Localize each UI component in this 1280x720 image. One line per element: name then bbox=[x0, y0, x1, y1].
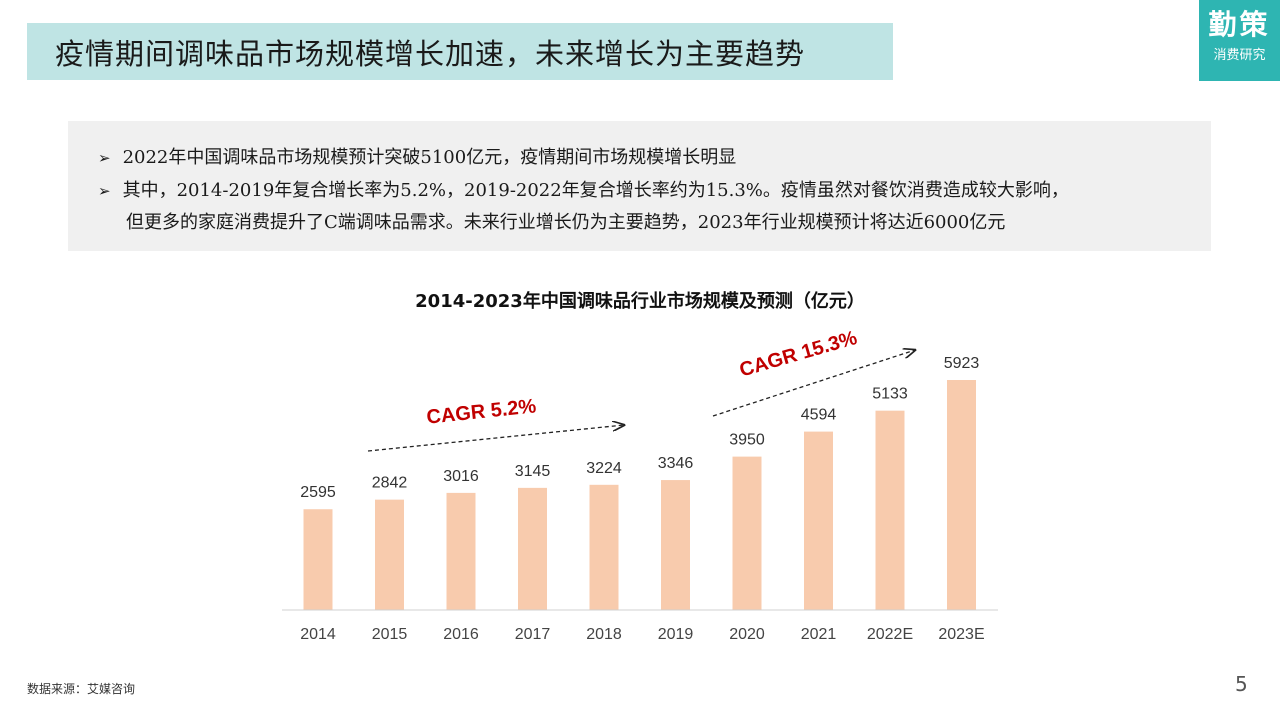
bullet-text: 其中，2014-2019年复合增长率为5.2%，2019-2022年复合增长率约… bbox=[122, 180, 1069, 201]
tick-label-2023E: 2023E bbox=[938, 626, 984, 643]
tick-label-2019: 2019 bbox=[658, 626, 694, 643]
bar-2022E bbox=[875, 410, 905, 610]
arrow-bullet-icon: ➢ bbox=[98, 182, 111, 200]
data-label-2017: 3145 bbox=[515, 463, 551, 480]
page-number: 5 bbox=[1235, 672, 1248, 696]
tick-label-2021: 2021 bbox=[801, 626, 837, 643]
bar-2016 bbox=[446, 492, 476, 610]
page-title: 疫情期间调味品市场规模增长加速，未来增长为主要趋势 bbox=[55, 36, 806, 71]
tick-label-2018: 2018 bbox=[586, 626, 622, 643]
data-label-2022E: 5133 bbox=[872, 386, 908, 403]
trend-arrow-2 bbox=[712, 350, 915, 417]
summary-bullet-2-continuation: 但更多的家庭消费提升了C端调味品需求。未来行业增长仍为主要趋势，2023年行业规… bbox=[126, 212, 1006, 233]
tick-label-2017: 2017 bbox=[515, 626, 551, 643]
bar-2023E bbox=[947, 380, 976, 610]
bar-2018 bbox=[589, 484, 619, 610]
data-label-2016: 3016 bbox=[443, 468, 479, 485]
data-label-2014: 2595 bbox=[300, 484, 336, 501]
tick-label-2015: 2015 bbox=[372, 626, 408, 643]
data-label-2019: 3346 bbox=[658, 455, 694, 472]
summary-box: ➢ 2022年中国调味品市场规模预计突破5100亿元，疫情期间市场规模增长明显 ➢… bbox=[68, 121, 1211, 251]
bar-2020 bbox=[732, 456, 762, 610]
brand-logo: 勤策 消费研究 bbox=[1199, 0, 1280, 81]
data-label-2015: 2842 bbox=[372, 475, 408, 492]
logo-main-text: 勤策 bbox=[1208, 8, 1271, 41]
tick-label-2022E: 2022E bbox=[867, 626, 913, 643]
data-source: 数据来源：艾媒咨询 bbox=[27, 682, 136, 696]
logo-sub-text: 消费研究 bbox=[1213, 48, 1266, 63]
bullet-text: 2022年中国调味品市场规模预计突破5100亿元，疫情期间市场规模增长明显 bbox=[122, 147, 737, 168]
summary-bullet-2: ➢ 其中，2014-2019年复合增长率为5.2%，2019-2022年复合增长率… bbox=[98, 176, 1069, 202]
data-label-2018: 3224 bbox=[586, 460, 622, 477]
data-label-2020: 3950 bbox=[729, 432, 765, 449]
trend-arrow-1 bbox=[367, 425, 624, 452]
cagr-label-2: CAGR 15.3% bbox=[737, 327, 860, 382]
arrow-bullet-icon: ➢ bbox=[98, 149, 111, 167]
tick-label-2014: 2014 bbox=[300, 626, 336, 643]
bar-2015 bbox=[375, 499, 404, 610]
bar-2019 bbox=[661, 480, 690, 610]
cagr-label-1: CAGR 5.2% bbox=[426, 395, 538, 428]
bar-2014 bbox=[303, 509, 333, 610]
data-label-2023E: 5923 bbox=[944, 355, 980, 372]
data-label-2021: 4594 bbox=[801, 407, 837, 424]
title-bar: 疫情期间调味品市场规模增长加速，未来增长为主要趋势 bbox=[27, 23, 893, 80]
bar-2021 bbox=[804, 431, 833, 610]
chart-title: 2014-2023年中国调味品行业市场规模及预测（亿元） bbox=[415, 290, 865, 312]
tick-label-2020: 2020 bbox=[729, 626, 765, 643]
tick-label-2016: 2016 bbox=[443, 626, 479, 643]
bar-2017 bbox=[518, 487, 547, 610]
summary-bullet-1: ➢ 2022年中国调味品市场规模预计突破5100亿元，疫情期间市场规模增长明显 bbox=[98, 143, 736, 169]
